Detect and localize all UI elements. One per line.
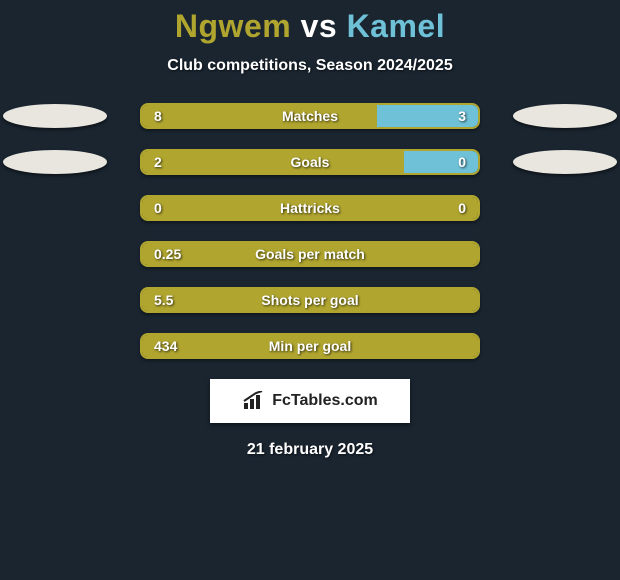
metric-row: 5.5 Shots per goal — [0, 287, 620, 313]
left-ellipse — [3, 150, 107, 174]
left-value: 2 — [154, 154, 162, 170]
player1-name: Ngwem — [175, 8, 291, 44]
left-fill — [142, 105, 377, 127]
right-fill — [404, 151, 478, 173]
metrics-list: 8 3 Matches 2 0 Goals 0 0 Hattricks 0.25 Goals per… — [0, 103, 620, 359]
metric-label: Matches — [282, 108, 338, 124]
metric-label: Min per goal — [269, 338, 351, 354]
player2-name: Kamel — [347, 8, 446, 44]
left-indicator — [0, 333, 110, 359]
right-indicator — [510, 333, 620, 359]
left-indicator — [0, 149, 110, 175]
chart-icon — [242, 391, 266, 411]
left-value: 434 — [154, 338, 177, 354]
left-indicator — [0, 103, 110, 129]
right-value: 0 — [458, 200, 466, 216]
source-badge: FcTables.com — [210, 379, 410, 423]
left-value: 8 — [154, 108, 162, 124]
metric-row: 8 3 Matches — [0, 103, 620, 129]
comparison-bar: 5.5 Shots per goal — [140, 287, 480, 313]
right-value: 3 — [458, 108, 466, 124]
right-indicator — [510, 195, 620, 221]
comparison-bar: 0 0 Hattricks — [140, 195, 480, 221]
date-text: 21 february 2025 — [0, 441, 620, 459]
right-ellipse — [513, 104, 617, 128]
metric-row: 2 0 Goals — [0, 149, 620, 175]
left-indicator — [0, 287, 110, 313]
page-title: Ngwem vs Kamel — [0, 8, 620, 45]
right-indicator — [510, 287, 620, 313]
metric-row: 0 0 Hattricks — [0, 195, 620, 221]
comparison-infographic: Ngwem vs Kamel Club competitions, Season… — [0, 0, 620, 580]
comparison-bar: 8 3 Matches — [140, 103, 480, 129]
left-fill — [142, 151, 404, 173]
metric-label: Hattricks — [280, 200, 340, 216]
right-value: 0 — [458, 154, 466, 170]
metric-label: Goals — [291, 154, 330, 170]
left-value: 0.25 — [154, 246, 181, 262]
left-value: 5.5 — [154, 292, 173, 308]
left-indicator — [0, 241, 110, 267]
left-ellipse — [3, 104, 107, 128]
right-indicator — [510, 149, 620, 175]
metric-row: 434 Min per goal — [0, 333, 620, 359]
right-ellipse — [513, 150, 617, 174]
comparison-bar: 2 0 Goals — [140, 149, 480, 175]
right-indicator — [510, 103, 620, 129]
metric-row: 0.25 Goals per match — [0, 241, 620, 267]
comparison-bar: 434 Min per goal — [140, 333, 480, 359]
left-indicator — [0, 195, 110, 221]
vs-text: vs — [301, 8, 338, 44]
comparison-bar: 0.25 Goals per match — [140, 241, 480, 267]
badge-text: FcTables.com — [272, 392, 378, 410]
left-value: 0 — [154, 200, 162, 216]
subtitle: Club competitions, Season 2024/2025 — [0, 57, 620, 75]
metric-label: Shots per goal — [261, 292, 358, 308]
metric-label: Goals per match — [255, 246, 365, 262]
right-indicator — [510, 241, 620, 267]
